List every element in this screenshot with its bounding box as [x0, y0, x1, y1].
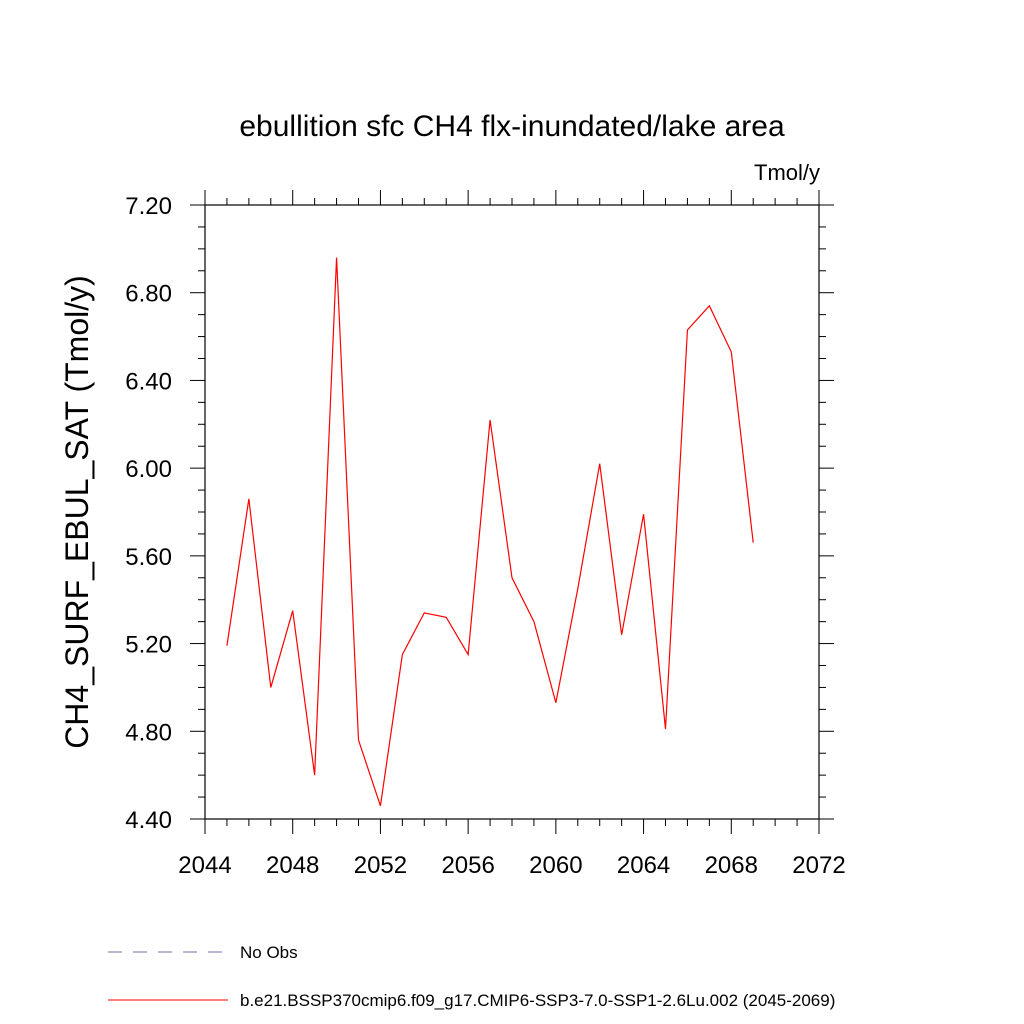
y-tick-label: 7.20: [125, 193, 172, 220]
x-tick-label: 2052: [354, 852, 407, 879]
y-tick-label: 5.60: [125, 544, 172, 571]
y-axis-label: CH4_SURF_EBUL_SAT (Tmol/y): [59, 275, 95, 749]
x-tick-label: 2060: [529, 852, 582, 879]
series-group: [226, 257, 754, 807]
x-tick-label: 2072: [792, 852, 845, 879]
x-tick-label: 2044: [178, 852, 231, 879]
y-tick-label: 6.80: [125, 281, 172, 308]
axis-ticks: [190, 190, 834, 834]
x-tick-label: 2068: [705, 852, 758, 879]
plot-frame: [204, 204, 820, 820]
legend-label: No Obs: [240, 943, 298, 962]
legend: No Obs b.e21.BSSP370cmip6.f09_g17.CMIP6-S…: [108, 943, 835, 1010]
tick-labels: 2044 2048 2052 2056 2060 2064 2068 2072 4.40 4.80…: [125, 193, 845, 879]
series-line: [226, 257, 754, 807]
y-tick-label: 6.00: [125, 456, 172, 483]
x-tick-label: 2056: [441, 852, 494, 879]
x-tick-label: 2048: [266, 852, 319, 879]
x-tick-label: 2064: [617, 852, 670, 879]
units-label: Tmol/y: [754, 160, 820, 185]
y-tick-label: 4.80: [125, 719, 172, 746]
y-tick-label: 4.40: [125, 807, 172, 834]
y-tick-label: 5.20: [125, 632, 172, 659]
legend-label: b.e21.BSSP370cmip6.f09_g17.CMIP6-SSP3-7.…: [240, 991, 835, 1010]
chart-title: ebullition sfc CH4 flx-inundated/lake ar…: [239, 110, 785, 143]
y-tick-label: 6.40: [125, 368, 172, 395]
